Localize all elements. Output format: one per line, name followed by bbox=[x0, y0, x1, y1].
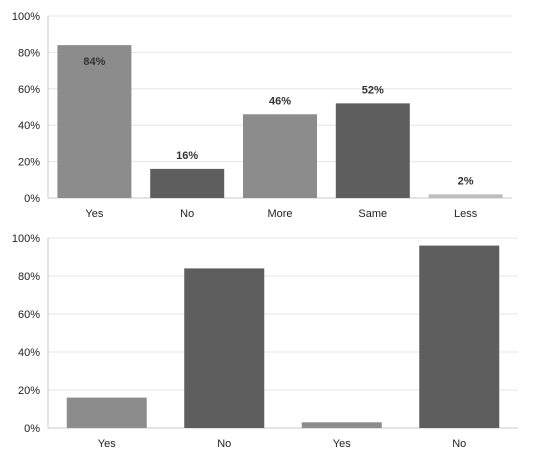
chart1-data-label: 52% bbox=[362, 84, 384, 96]
chart2-y-tick-label: 80% bbox=[18, 271, 40, 283]
chart1-category-label: More bbox=[267, 208, 292, 220]
chart2-bar bbox=[184, 268, 265, 428]
chart2-y-tick-label: 40% bbox=[18, 347, 40, 359]
chart1-y-tick-label: 20% bbox=[18, 157, 40, 169]
chart2-category-label: Yes bbox=[333, 438, 351, 450]
chart2-y-tick-label: 60% bbox=[18, 309, 40, 321]
chart1-category-label: Less bbox=[454, 208, 478, 220]
chart1-category-label: Same bbox=[358, 208, 387, 220]
chart2-y-tick-label: 100% bbox=[12, 233, 40, 245]
chart1-y-tick-label: 100% bbox=[12, 11, 40, 23]
chart1-data-label: 2% bbox=[458, 175, 474, 187]
chart1-data-label: 46% bbox=[269, 95, 291, 107]
chart1-y-tick-label: 0% bbox=[24, 193, 40, 205]
chart1-bar bbox=[57, 45, 132, 199]
chart2-y-tick-label: 0% bbox=[24, 423, 40, 435]
chart1-bar bbox=[428, 194, 503, 198]
chart1-y-tick-label: 80% bbox=[18, 47, 40, 59]
chart1-bar bbox=[150, 168, 225, 198]
chart2-bar bbox=[419, 245, 500, 428]
chart1-y-tick-label: 40% bbox=[18, 120, 40, 132]
chart2-bar bbox=[66, 397, 147, 428]
chart1-category-label: No bbox=[180, 208, 194, 220]
chart1-bar bbox=[243, 114, 317, 198]
chart2-y-tick-label: 20% bbox=[18, 385, 40, 397]
chart2-bar bbox=[301, 422, 382, 428]
chart1-category-label: Yes bbox=[85, 208, 103, 220]
chart2-category-label: No bbox=[217, 438, 231, 450]
chart1-y-tick-label: 60% bbox=[18, 84, 40, 96]
chart1-bar bbox=[335, 103, 410, 198]
chart2-category-label: Yes bbox=[98, 438, 116, 450]
chart1-data-label: 84% bbox=[83, 56, 105, 68]
chart1-data-label: 16% bbox=[176, 150, 198, 162]
chart2-category-label: No bbox=[452, 438, 466, 450]
